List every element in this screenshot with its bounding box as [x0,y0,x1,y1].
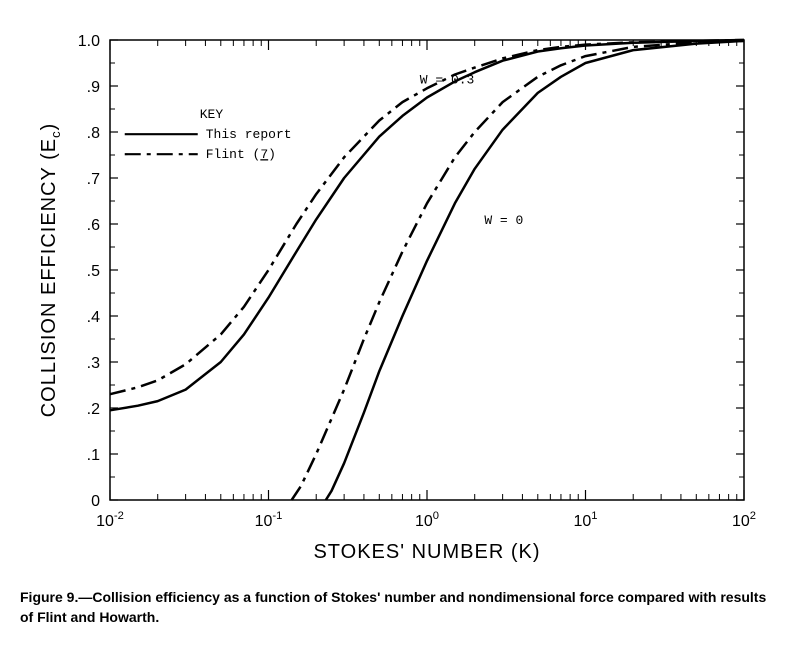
svg-text:.4: .4 [87,309,100,326]
collision-efficiency-chart: 0 .1 .2 .3 .4 .5 .6 .7 .8 .9 1.0 10-2 10-1 100 101 102 S… [20,20,774,580]
svg-text:KEY: KEY [200,107,224,122]
svg-text:W = 0: W = 0 [484,213,523,228]
svg-text:.6: .6 [87,217,100,234]
figure-caption: Figure 9.—Collision efficiency as a func… [20,588,774,627]
svg-text:.3: .3 [87,355,100,372]
svg-text:STOKES' NUMBER (K): STOKES' NUMBER (K) [313,541,540,563]
svg-text:.2: .2 [87,401,100,418]
svg-text:.5: .5 [87,263,100,280]
svg-text:101: 101 [573,510,597,530]
svg-text:0: 0 [91,493,100,510]
svg-text:.9: .9 [87,79,100,96]
svg-text:This report: This report [206,127,292,142]
svg-text:.1: .1 [87,447,100,464]
svg-text:.7: .7 [87,171,100,188]
svg-text:100: 100 [415,510,439,530]
svg-text:10-2: 10-2 [96,510,124,530]
svg-text:1.0: 1.0 [78,33,100,50]
svg-text:Flint (7): Flint (7) [206,147,276,162]
svg-text:W = 0.3: W = 0.3 [420,73,475,88]
svg-text:.8: .8 [87,125,100,142]
svg-text:COLLISION EFFICIENCY (Ec): COLLISION EFFICIENCY (Ec) [38,123,63,418]
svg-text:102: 102 [732,510,756,530]
chart-container: 0 .1 .2 .3 .4 .5 .6 .7 .8 .9 1.0 10-2 10-1 100 101 102 S… [20,20,774,580]
svg-text:10-1: 10-1 [255,510,283,530]
